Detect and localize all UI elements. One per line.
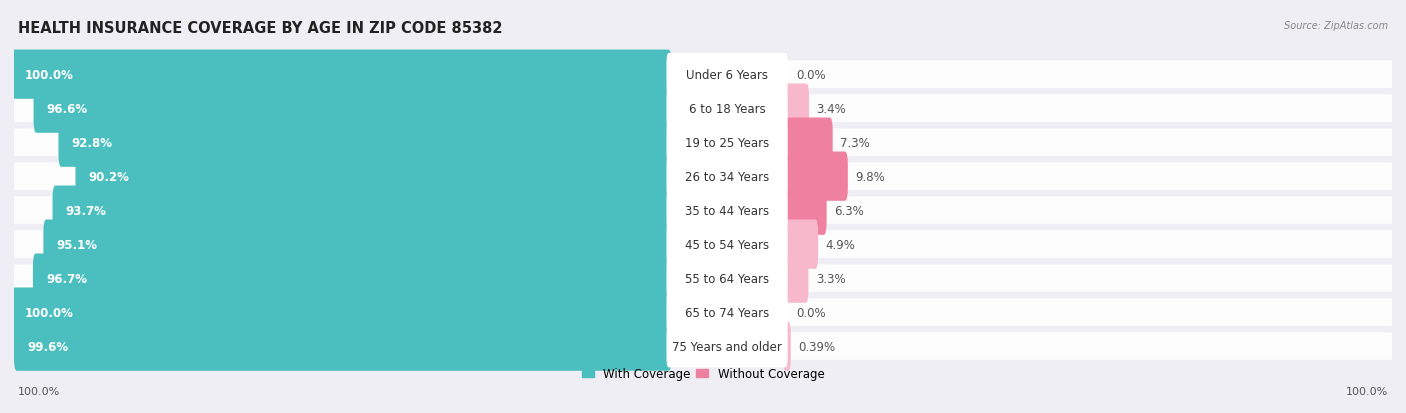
Text: 99.6%: 99.6% [27, 340, 67, 353]
FancyBboxPatch shape [52, 186, 671, 235]
FancyBboxPatch shape [666, 291, 787, 334]
Text: 6 to 18 Years: 6 to 18 Years [689, 102, 765, 115]
FancyBboxPatch shape [14, 197, 1392, 224]
FancyBboxPatch shape [666, 156, 787, 198]
Text: 0.39%: 0.39% [799, 340, 835, 353]
Text: 0.0%: 0.0% [796, 69, 825, 81]
Legend: With Coverage, Without Coverage: With Coverage, Without Coverage [576, 363, 830, 385]
Text: Under 6 Years: Under 6 Years [686, 69, 768, 81]
Text: 100.0%: 100.0% [24, 306, 73, 319]
Text: 4.9%: 4.9% [825, 238, 856, 251]
Text: 95.1%: 95.1% [56, 238, 97, 251]
FancyBboxPatch shape [34, 84, 671, 133]
FancyBboxPatch shape [76, 152, 671, 201]
Text: 92.8%: 92.8% [72, 136, 112, 149]
FancyBboxPatch shape [666, 190, 787, 232]
Text: 55 to 64 Years: 55 to 64 Years [685, 272, 769, 285]
Text: 0.0%: 0.0% [796, 306, 825, 319]
FancyBboxPatch shape [783, 118, 832, 167]
Text: 3.4%: 3.4% [817, 102, 846, 115]
FancyBboxPatch shape [11, 288, 671, 337]
FancyBboxPatch shape [14, 61, 1392, 89]
FancyBboxPatch shape [666, 325, 787, 368]
FancyBboxPatch shape [14, 163, 1392, 190]
Text: HEALTH INSURANCE COVERAGE BY AGE IN ZIP CODE 85382: HEALTH INSURANCE COVERAGE BY AGE IN ZIP … [18, 21, 503, 36]
Text: 65 to 74 Years: 65 to 74 Years [685, 306, 769, 319]
FancyBboxPatch shape [11, 50, 671, 100]
FancyBboxPatch shape [783, 220, 818, 269]
FancyBboxPatch shape [783, 254, 808, 303]
FancyBboxPatch shape [14, 265, 1392, 292]
Text: 90.2%: 90.2% [89, 170, 129, 183]
Text: 45 to 54 Years: 45 to 54 Years [685, 238, 769, 251]
Text: 9.8%: 9.8% [855, 170, 886, 183]
Text: 96.7%: 96.7% [46, 272, 87, 285]
FancyBboxPatch shape [14, 95, 1392, 123]
Text: 35 to 44 Years: 35 to 44 Years [685, 204, 769, 217]
Text: 96.6%: 96.6% [46, 102, 87, 115]
Text: 26 to 34 Years: 26 to 34 Years [685, 170, 769, 183]
Text: 19 to 25 Years: 19 to 25 Years [685, 136, 769, 149]
Text: 3.3%: 3.3% [815, 272, 845, 285]
FancyBboxPatch shape [783, 152, 848, 201]
FancyBboxPatch shape [59, 118, 671, 167]
FancyBboxPatch shape [14, 322, 671, 371]
FancyBboxPatch shape [666, 223, 787, 266]
Text: 100.0%: 100.0% [24, 69, 73, 81]
FancyBboxPatch shape [666, 54, 787, 96]
FancyBboxPatch shape [666, 257, 787, 300]
Text: 75 Years and older: 75 Years and older [672, 340, 782, 353]
Text: 93.7%: 93.7% [66, 204, 107, 217]
FancyBboxPatch shape [14, 129, 1392, 157]
Text: Source: ZipAtlas.com: Source: ZipAtlas.com [1284, 21, 1388, 31]
Text: 7.3%: 7.3% [841, 136, 870, 149]
Text: 100.0%: 100.0% [18, 387, 60, 396]
FancyBboxPatch shape [666, 121, 787, 164]
Text: 100.0%: 100.0% [1346, 387, 1388, 396]
FancyBboxPatch shape [44, 220, 671, 269]
FancyBboxPatch shape [783, 84, 808, 133]
FancyBboxPatch shape [14, 231, 1392, 258]
FancyBboxPatch shape [14, 299, 1392, 326]
FancyBboxPatch shape [666, 88, 787, 130]
FancyBboxPatch shape [32, 254, 671, 303]
FancyBboxPatch shape [14, 332, 1392, 360]
Text: 6.3%: 6.3% [834, 204, 863, 217]
FancyBboxPatch shape [783, 186, 827, 235]
FancyBboxPatch shape [783, 322, 790, 371]
